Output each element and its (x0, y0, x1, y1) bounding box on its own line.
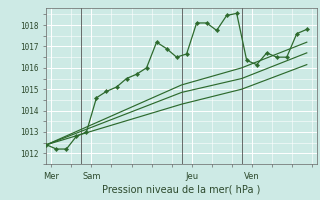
X-axis label: Pression niveau de la mer( hPa ): Pression niveau de la mer( hPa ) (102, 185, 261, 195)
